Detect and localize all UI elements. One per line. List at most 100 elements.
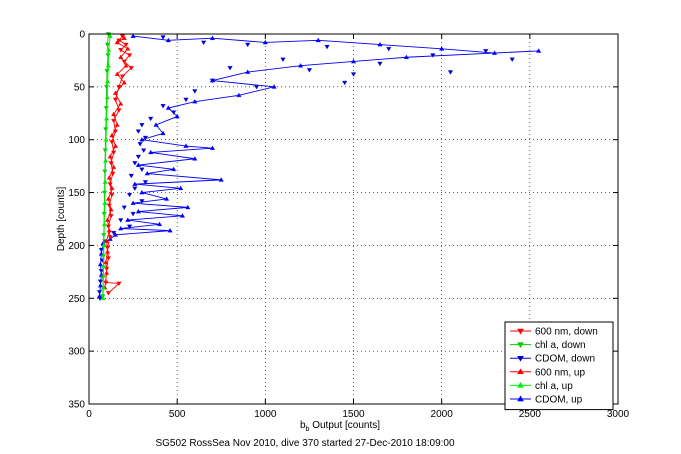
data-point bbox=[116, 281, 122, 287]
data-point bbox=[105, 78, 111, 84]
legend-label: 600 nm, down bbox=[535, 327, 598, 338]
data-point bbox=[536, 48, 542, 53]
x-tick-label: 0 bbox=[86, 409, 92, 420]
data-point bbox=[125, 217, 131, 222]
legend: 600 nm, down chl a, down CDOM, down 600 nm,… bbox=[504, 321, 614, 411]
legend-entry: chl a, up bbox=[510, 381, 573, 392]
data-point bbox=[109, 140, 115, 145]
legend-marker bbox=[517, 328, 524, 335]
y-tick-label: 300 bbox=[68, 347, 85, 358]
data-point bbox=[142, 180, 148, 185]
data-point bbox=[104, 115, 110, 121]
data-point bbox=[171, 166, 177, 172]
x-tick-label: 2500 bbox=[519, 409, 542, 420]
data-point bbox=[107, 154, 113, 159]
data-point bbox=[118, 225, 124, 231]
x-tick-label: 500 bbox=[169, 409, 186, 420]
data-point bbox=[160, 35, 166, 40]
data-point bbox=[183, 97, 189, 103]
data-point bbox=[100, 295, 106, 301]
data-point bbox=[185, 204, 191, 210]
data-point bbox=[126, 224, 133, 229]
data-point bbox=[108, 206, 114, 212]
data-point bbox=[107, 235, 113, 240]
data-point bbox=[227, 66, 233, 71]
data-point bbox=[104, 238, 110, 243]
data-point bbox=[108, 214, 114, 219]
data-point bbox=[262, 39, 268, 45]
data-point bbox=[101, 263, 107, 269]
series-cdom-up bbox=[97, 33, 542, 298]
data-point bbox=[160, 130, 166, 136]
data-point bbox=[167, 228, 173, 233]
data-point bbox=[298, 63, 304, 68]
legend-marker bbox=[517, 381, 524, 388]
data-point bbox=[114, 71, 120, 76]
data-point bbox=[104, 249, 111, 254]
data-point bbox=[104, 270, 110, 275]
data-point bbox=[192, 99, 198, 104]
data-point bbox=[104, 94, 110, 100]
data-point bbox=[97, 283, 104, 288]
data-point bbox=[118, 48, 124, 53]
legend-entry: 600 nm, up bbox=[510, 367, 585, 378]
data-point bbox=[209, 145, 215, 150]
data-point bbox=[192, 89, 198, 94]
data-point bbox=[132, 181, 138, 186]
data-point bbox=[139, 167, 145, 172]
y-tick-label: 200 bbox=[68, 241, 85, 252]
data-point bbox=[447, 70, 454, 75]
data-point bbox=[128, 173, 134, 179]
x-axis-label: bb Output [counts] bbox=[300, 420, 380, 433]
figure-caption: SG502 RossSea Nov 2010, dive 370 started… bbox=[155, 438, 455, 449]
legend-marker bbox=[517, 355, 524, 362]
data-point bbox=[104, 217, 111, 222]
data-point bbox=[103, 158, 109, 163]
data-point bbox=[114, 122, 120, 127]
legend-label: CDOM, down bbox=[535, 354, 595, 365]
legend-entry: 600 nm, down bbox=[510, 327, 598, 338]
data-point bbox=[132, 186, 138, 191]
series-cdom-down bbox=[97, 35, 515, 301]
data-point bbox=[103, 127, 109, 132]
data-point bbox=[100, 285, 106, 290]
data-point bbox=[139, 199, 145, 204]
data-point bbox=[271, 84, 277, 89]
data-point bbox=[106, 228, 112, 233]
legend-label: 600 nm, up bbox=[535, 367, 585, 378]
data-point bbox=[183, 143, 189, 148]
data-point bbox=[97, 293, 103, 298]
x-tick-label: 3000 bbox=[607, 409, 630, 420]
legend-entry: CDOM, up bbox=[510, 395, 583, 406]
data-point bbox=[144, 170, 150, 176]
data-point bbox=[107, 33, 113, 38]
data-point bbox=[135, 209, 141, 214]
data-point bbox=[236, 92, 242, 98]
data-point bbox=[105, 291, 111, 296]
data-point bbox=[123, 63, 129, 68]
data-point bbox=[109, 185, 115, 191]
data-point bbox=[121, 205, 127, 210]
data-point bbox=[101, 221, 107, 227]
data-point bbox=[315, 37, 321, 43]
data-point bbox=[483, 49, 489, 54]
series-600-nm-up bbox=[102, 35, 131, 290]
axis-ticks: 0 500 1000 1500 2000 2500 3000 0 50 100 150 200 250 3… bbox=[68, 30, 629, 421]
legend-label: chl a, down bbox=[535, 340, 586, 351]
data-point bbox=[342, 80, 348, 86]
data-point bbox=[128, 66, 134, 71]
data-point bbox=[105, 196, 111, 201]
data-point bbox=[137, 142, 143, 147]
y-tick-label: 250 bbox=[68, 294, 85, 305]
y-tick-label: 150 bbox=[68, 188, 85, 199]
data-point bbox=[141, 148, 147, 153]
data-point bbox=[125, 46, 131, 51]
data-point bbox=[439, 46, 445, 51]
data-point bbox=[165, 105, 171, 110]
data-point bbox=[130, 200, 136, 205]
data-point bbox=[111, 164, 117, 169]
data-point bbox=[104, 42, 111, 48]
data-point bbox=[306, 68, 312, 73]
data-point bbox=[386, 47, 392, 52]
data-point bbox=[377, 41, 383, 47]
